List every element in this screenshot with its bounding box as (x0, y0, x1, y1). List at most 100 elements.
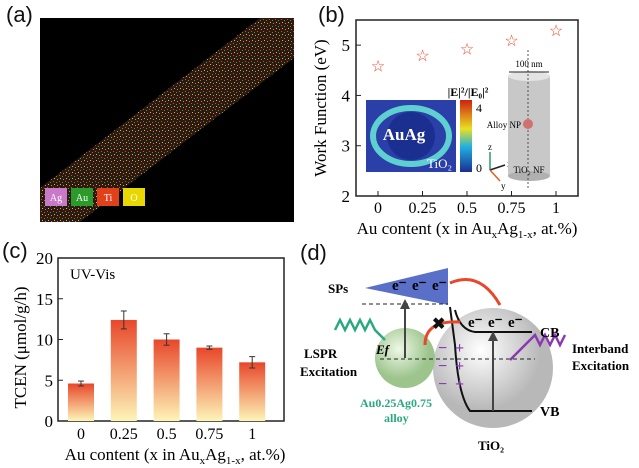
sps-label: SPs (328, 281, 348, 296)
y-tick-label: 0 (45, 412, 54, 431)
panel-c-label: (c) (2, 238, 28, 263)
data-point-star: ☆ (549, 23, 563, 40)
legend-label-o: O (130, 193, 137, 204)
fermi-level-label: Ef (375, 342, 391, 357)
alloy-np (523, 119, 533, 129)
y-axis-title: Work Function (eV) (311, 39, 330, 176)
data-point-star: ☆ (415, 48, 429, 65)
cylinder-bottom (508, 171, 550, 181)
panel-a-eds-map: Ag Au Ti O (40, 18, 294, 222)
alloy-np-label: Alloy NP (487, 120, 521, 130)
colorbar-tick-min: 0 (476, 161, 482, 175)
minus-2: − (438, 358, 447, 375)
plus-3: + (455, 376, 464, 393)
minus-3: − (438, 376, 447, 393)
y-tick-label: 20 (36, 249, 53, 268)
panel-d-diagram: ✖ SPs e⁻ e⁻ e⁻ e⁻ e⁻ e⁻ Ef CB VB LSPR Ex… (300, 268, 630, 453)
x-tick-label: 0.5 (157, 426, 177, 443)
bar (153, 339, 180, 421)
electron-transfer-arrow (449, 278, 502, 306)
sps-distribution (365, 268, 448, 305)
x-tick-label: 1 (248, 426, 256, 443)
colorbar (460, 100, 472, 172)
plus-1: + (455, 340, 464, 357)
y-tick-label: 5 (342, 36, 351, 55)
x-tick-label: 0.25 (110, 426, 138, 443)
x-tick-label: 0 (77, 426, 85, 443)
vb-label: VB (540, 405, 559, 420)
minus-1: − (438, 340, 447, 357)
axis-y-label: y (501, 181, 506, 191)
legend-label-ti: Ti (104, 193, 113, 204)
x-tick-label: 1 (552, 200, 560, 217)
x-axis-title: Au content (x in AuxAg1-x, at.%) (65, 445, 286, 467)
legend-swatch-ag (45, 188, 67, 206)
x-tick-label: 0 (374, 200, 382, 217)
y-axis-arrow (489, 169, 501, 182)
particle (387, 112, 435, 160)
data-point-star: ☆ (460, 42, 474, 59)
bar (239, 362, 266, 421)
panel-c-chart: 0 5 10 15 20 0 0.25 0.5 0.75 1 UV-Vis TCEN (μmol/g/… (11, 249, 286, 467)
lspr-label-1: LSPR (304, 346, 338, 361)
field-hotspot (370, 105, 452, 167)
x-tick-label: 0.5 (457, 200, 477, 217)
y-tick-label: 3 (342, 137, 351, 156)
panel-a-label: (a) (6, 2, 33, 27)
blocked-backflow-arrow (423, 320, 461, 346)
panel-b-chart: 2 3 4 5 0 0.25 0.5 0.75 1 Work Function (eV) Au co… (311, 19, 579, 241)
nanofiber-map (40, 18, 294, 222)
chart-annotation: UV-Vis (70, 267, 115, 283)
interband-wave-icon (509, 332, 567, 361)
legend-label-ag: Ag (50, 193, 62, 204)
colorbar-tick-max: 4 (476, 101, 482, 115)
bar (110, 319, 137, 421)
y-tick-label: 4 (342, 86, 351, 105)
electron-sp-3: e⁻ (432, 278, 447, 294)
inset-support-label: TiO₂ (427, 156, 452, 171)
plus-2: + (455, 358, 464, 375)
alloy-label-2: alloy (384, 411, 409, 425)
blocked-mark: ✖ (432, 316, 445, 333)
nanofiber-label: TiO₂ NF (513, 165, 544, 175)
dimension-label: 100 nm (515, 59, 542, 69)
electron-cb-2: e⁻ (488, 315, 503, 331)
colorbar-title: |E|²/|E₀|² (448, 85, 489, 99)
lspr-label-2: Excitation (300, 364, 358, 379)
axis-z-label: z (488, 142, 492, 152)
cylinder-top (508, 71, 550, 81)
x-tick-label: 0.75 (195, 426, 223, 443)
y-axis-title: TCEN (μmol/g/h) (11, 287, 30, 409)
panel-b-label: (b) (318, 2, 345, 27)
electron-sp-1: e⁻ (392, 278, 407, 294)
panel-d-label: (d) (300, 240, 327, 265)
y-tick-label: 10 (36, 331, 53, 350)
electron-cb-3: e⁻ (508, 315, 523, 331)
legend-label-au: Au (76, 193, 88, 204)
electron-sp-2: e⁻ (412, 278, 427, 294)
x-tick-label: 0.75 (498, 200, 526, 217)
tio2-label: TiO₂ (478, 438, 504, 453)
inset-particle-label: AuAg (383, 125, 426, 144)
legend-swatch-ti (97, 188, 119, 206)
electron-cb-1: e⁻ (468, 315, 483, 331)
legend-swatch-au (71, 188, 93, 206)
interband-label-2: Excitation (572, 358, 630, 373)
x-tick-label: 0.25 (409, 200, 437, 217)
y-tick-label: 15 (36, 290, 53, 309)
bar (196, 347, 223, 421)
alloy-label-1: Au0.25Ag0.75 (360, 396, 432, 410)
y-tick-label: 5 (45, 371, 54, 390)
interband-label-1: Interband (572, 341, 629, 356)
legend-swatch-o (123, 188, 145, 206)
y-tick-label: 2 (342, 187, 351, 206)
x-axis-arrow (489, 164, 506, 171)
lspr-wave-icon (333, 317, 386, 341)
cb-line (454, 309, 532, 333)
x-axis-title: Au content (x in AuxAg1-x, at.%) (357, 219, 578, 241)
bar (68, 383, 94, 421)
cb-label: CB (540, 326, 559, 341)
data-point-star: ☆ (504, 33, 518, 50)
data-point-star: ☆ (371, 58, 385, 75)
